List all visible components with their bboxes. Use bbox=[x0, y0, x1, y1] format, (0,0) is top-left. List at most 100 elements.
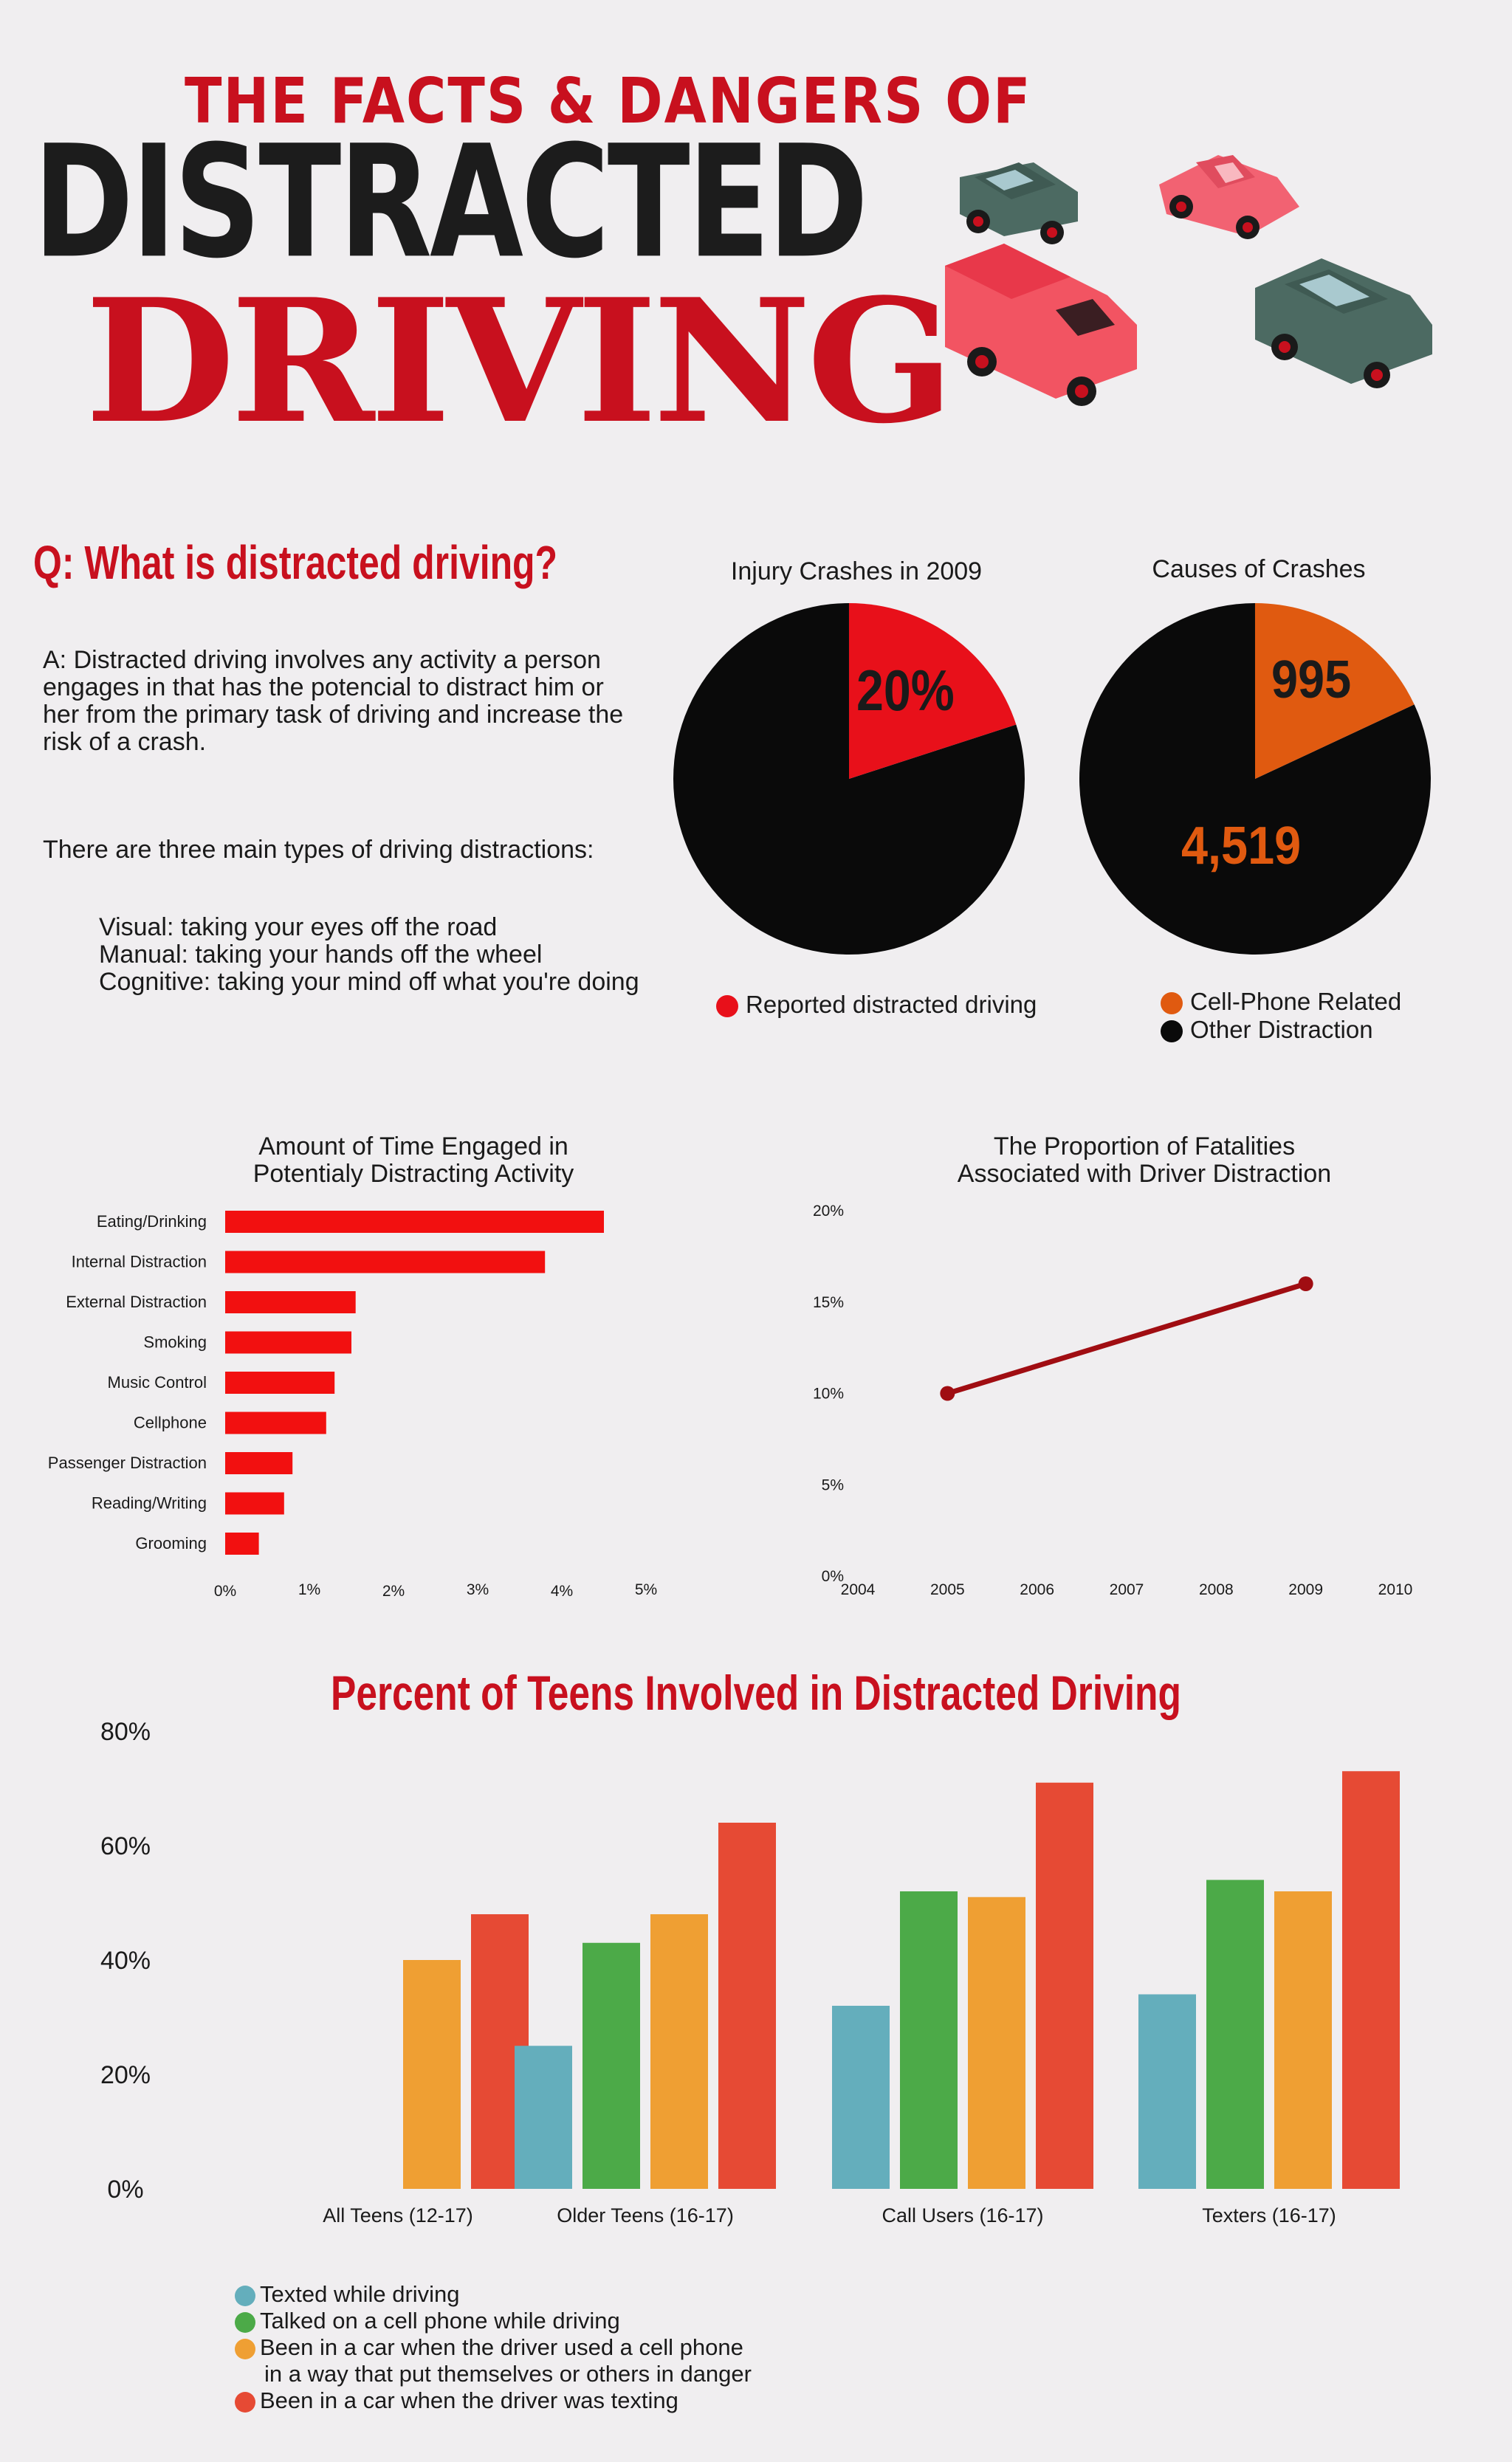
teens-y-tick: 20% bbox=[100, 2061, 151, 2089]
hbar-category-label: Passenger Distraction bbox=[48, 1454, 207, 1472]
teens-category-label: Older Teens (16-17) bbox=[557, 2204, 734, 2227]
line-y-tick: 5% bbox=[822, 1476, 844, 1493]
line-x-tick: 2007 bbox=[1110, 1581, 1144, 1598]
line-x-tick: 2006 bbox=[1020, 1581, 1054, 1598]
teens-bar bbox=[900, 1891, 958, 2189]
van-icon bbox=[945, 244, 1137, 406]
legend-swatch bbox=[716, 995, 738, 1018]
teens-bar bbox=[968, 1897, 1025, 2189]
hbar-x-tick: 5% bbox=[635, 1581, 657, 1598]
teens-category-label: Texters (16-17) bbox=[1202, 2204, 1336, 2227]
legend-swatch bbox=[235, 2311, 255, 2333]
hbar-category-label: External Distraction bbox=[66, 1293, 207, 1311]
line-x-tick: 2009 bbox=[1288, 1581, 1323, 1598]
hbar-bar bbox=[225, 1331, 351, 1354]
hbar-category-label: Grooming bbox=[135, 1534, 207, 1552]
line-y-tick: 20% bbox=[813, 1203, 844, 1220]
legend-label: Been in a car when the driver used a cel… bbox=[260, 2334, 743, 2360]
hbar-bar bbox=[225, 1211, 604, 1233]
line-y-tick: 15% bbox=[813, 1294, 844, 1311]
legend-item: Texted while driving bbox=[235, 2281, 752, 2308]
line-x-tick: 2008 bbox=[1199, 1581, 1234, 1598]
legend-item: Been in a car when the driver used a cel… bbox=[235, 2334, 752, 2361]
types-intro: There are three main types of driving di… bbox=[43, 836, 594, 864]
car-icon bbox=[960, 162, 1078, 244]
hbar-title: Amount of Time Engaged in Potentialy Dis… bbox=[252, 1132, 574, 1188]
hbar-bar bbox=[225, 1492, 284, 1515]
teens-bar bbox=[1342, 1771, 1400, 2189]
line-x-tick: 2010 bbox=[1378, 1581, 1413, 1598]
teens-legend: Texted while driving Talked on a cell ph… bbox=[235, 2281, 752, 2414]
pie1-legend-item: Reported distracted driving bbox=[716, 991, 1037, 1019]
hbar-bar bbox=[225, 1411, 326, 1434]
legend-label: Texted while driving bbox=[260, 2281, 460, 2307]
pie2-value-cellphone: 995 bbox=[1271, 650, 1352, 709]
pie2-legend-label-1: Cell-Phone Related bbox=[1190, 988, 1402, 1015]
hbar-bar bbox=[225, 1251, 546, 1273]
legend-item: Been in a car when the driver was textin… bbox=[235, 2387, 752, 2414]
hbar-category-label: Cellphone bbox=[134, 1414, 207, 1432]
line-x-tick: 2004 bbox=[841, 1581, 876, 1598]
type-manual: Manual: taking your hands off the wheel bbox=[99, 941, 543, 969]
legend-swatch bbox=[1161, 992, 1183, 1015]
title-line-1: THE FACTS & DANGERS OF bbox=[185, 65, 1032, 138]
legend-label: Talked on a cell phone while driving bbox=[260, 2308, 620, 2334]
pie2-slice-cellphone bbox=[1255, 603, 1415, 779]
hbar-bar bbox=[225, 1452, 293, 1474]
hbar-category-label: Internal Distraction bbox=[72, 1253, 207, 1271]
line-point bbox=[1298, 1276, 1313, 1291]
teens-y-tick: 40% bbox=[100, 1947, 151, 1975]
legend-swatch bbox=[235, 2285, 255, 2306]
pie2-title: Causes of Crashes bbox=[1152, 555, 1366, 583]
pie2-value-other: 4,519 bbox=[1181, 816, 1302, 876]
question-heading: Q: What is distracted driving? bbox=[33, 536, 558, 589]
legend-swatch bbox=[1161, 1020, 1183, 1043]
pie1-slice-distracted bbox=[849, 603, 1017, 779]
pie1-title: Injury Crashes in 2009 bbox=[730, 557, 983, 585]
teens-bar bbox=[650, 1914, 708, 2189]
teens-bar bbox=[1138, 1994, 1196, 2189]
teens-category-label: Call Users (16-17) bbox=[882, 2204, 1043, 2227]
pie1-chart bbox=[673, 603, 1025, 955]
pie2-legend-label-2: Other Distraction bbox=[1190, 1016, 1373, 1043]
line-title: The Proportion of Fatalities Associated … bbox=[957, 1132, 1332, 1188]
hbar-bar bbox=[225, 1291, 356, 1313]
car-icon bbox=[1255, 258, 1432, 388]
line-series bbox=[946, 1281, 1307, 1396]
cars-illustration bbox=[945, 155, 1432, 406]
title-line-2: DISTRACTED bbox=[33, 112, 868, 293]
teens-bar-chart: 0% 20% 40% 60% 80% All Teens (12-17) Older Tee… bbox=[100, 1718, 1400, 2227]
legend-item: Talked on a cell phone while driving bbox=[235, 2308, 752, 2334]
teens-bar bbox=[515, 2046, 572, 2189]
type-visual: Visual: taking your eyes off the road bbox=[99, 913, 498, 941]
hbar-x-tick: 2% bbox=[382, 1583, 405, 1600]
legend-swatch bbox=[235, 2338, 255, 2359]
teens-bar bbox=[403, 1960, 461, 2189]
hbar-x-tick: 3% bbox=[467, 1581, 489, 1598]
title-line-3: DRIVING bbox=[85, 262, 955, 461]
hbar-category-label: Music Control bbox=[108, 1373, 207, 1392]
hbar-x-tick: 1% bbox=[298, 1581, 320, 1598]
answer-text: A: Distracted driving involves any activ… bbox=[43, 646, 624, 756]
pie2-chart bbox=[1079, 603, 1431, 955]
teens-y-tick: 80% bbox=[100, 1718, 151, 1746]
line-point bbox=[940, 1386, 955, 1401]
teens-chart-title: Percent of Teens Involved in Distracted … bbox=[331, 1665, 1181, 1720]
hbar-category-label: Eating/Drinking bbox=[97, 1212, 207, 1231]
legend-swatch bbox=[235, 2391, 255, 2413]
teens-bar bbox=[1036, 1782, 1093, 2189]
hbar-chart: Eating/Drinking Internal Distraction Exter… bbox=[48, 1211, 657, 1600]
legend-label: in a way that put themselves or others i… bbox=[264, 2361, 752, 2387]
line-x-tick: 2005 bbox=[930, 1581, 965, 1598]
teens-bar bbox=[718, 1823, 776, 2189]
pie2-legend-item: Cell-Phone Related bbox=[1161, 988, 1401, 1016]
legend-label: Been in a car when the driver was textin… bbox=[260, 2387, 678, 2413]
pie2-legend-item: Other Distraction bbox=[1161, 1016, 1373, 1044]
teens-category-label: All Teens (12-17) bbox=[323, 2204, 473, 2227]
pie1-value-label: 20% bbox=[856, 658, 955, 723]
hbar-bar bbox=[225, 1533, 259, 1555]
hbar-category-label: Smoking bbox=[143, 1333, 207, 1352]
pie1-legend-label: Reported distracted driving bbox=[746, 991, 1037, 1018]
legend-item-continued: in a way that put themselves or others i… bbox=[235, 2361, 752, 2387]
line-y-tick: 0% bbox=[822, 1568, 844, 1585]
